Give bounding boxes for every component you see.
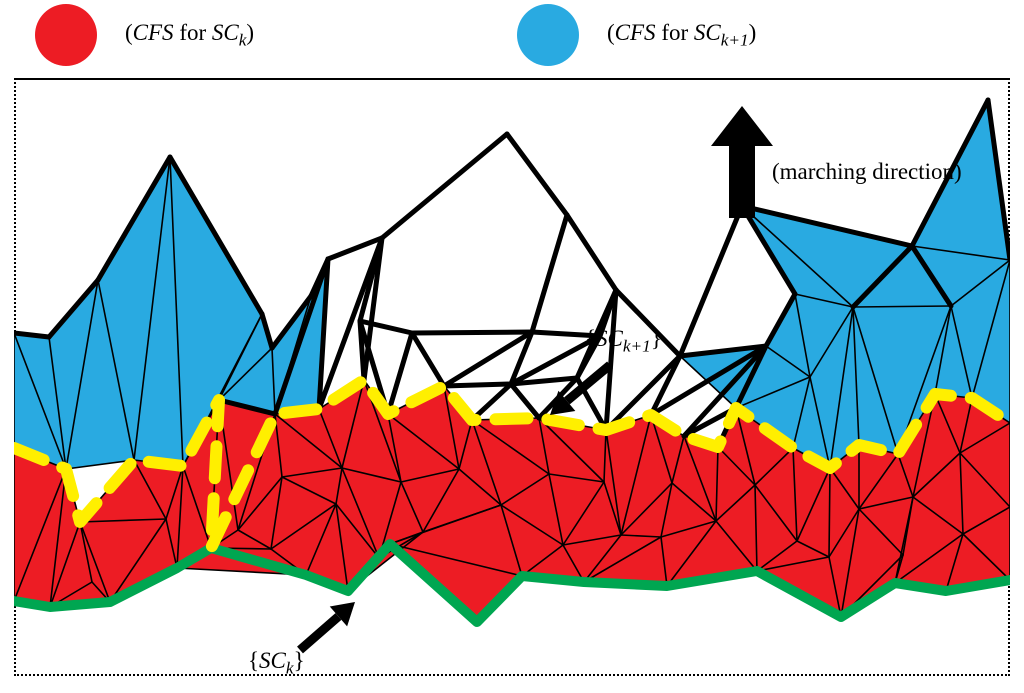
- legend-item-red: (CFS for SCk): [35, 4, 254, 66]
- marching-direction-label: (marching direction): [772, 159, 962, 185]
- legend-item-blue: (CFS for SCk+1): [517, 4, 756, 66]
- annotation-sc-k1: {SCk+1}: [585, 326, 662, 357]
- annotation-sc-k: {SCk}: [248, 648, 305, 679]
- legend-red-swatch: [35, 4, 97, 66]
- legend-blue-swatch: [517, 4, 579, 66]
- diagram-svg: [0, 0, 1024, 693]
- legend-red-label: (CFS for SCk): [125, 20, 254, 51]
- legend-blue-label: (CFS for SCk+1): [607, 20, 756, 51]
